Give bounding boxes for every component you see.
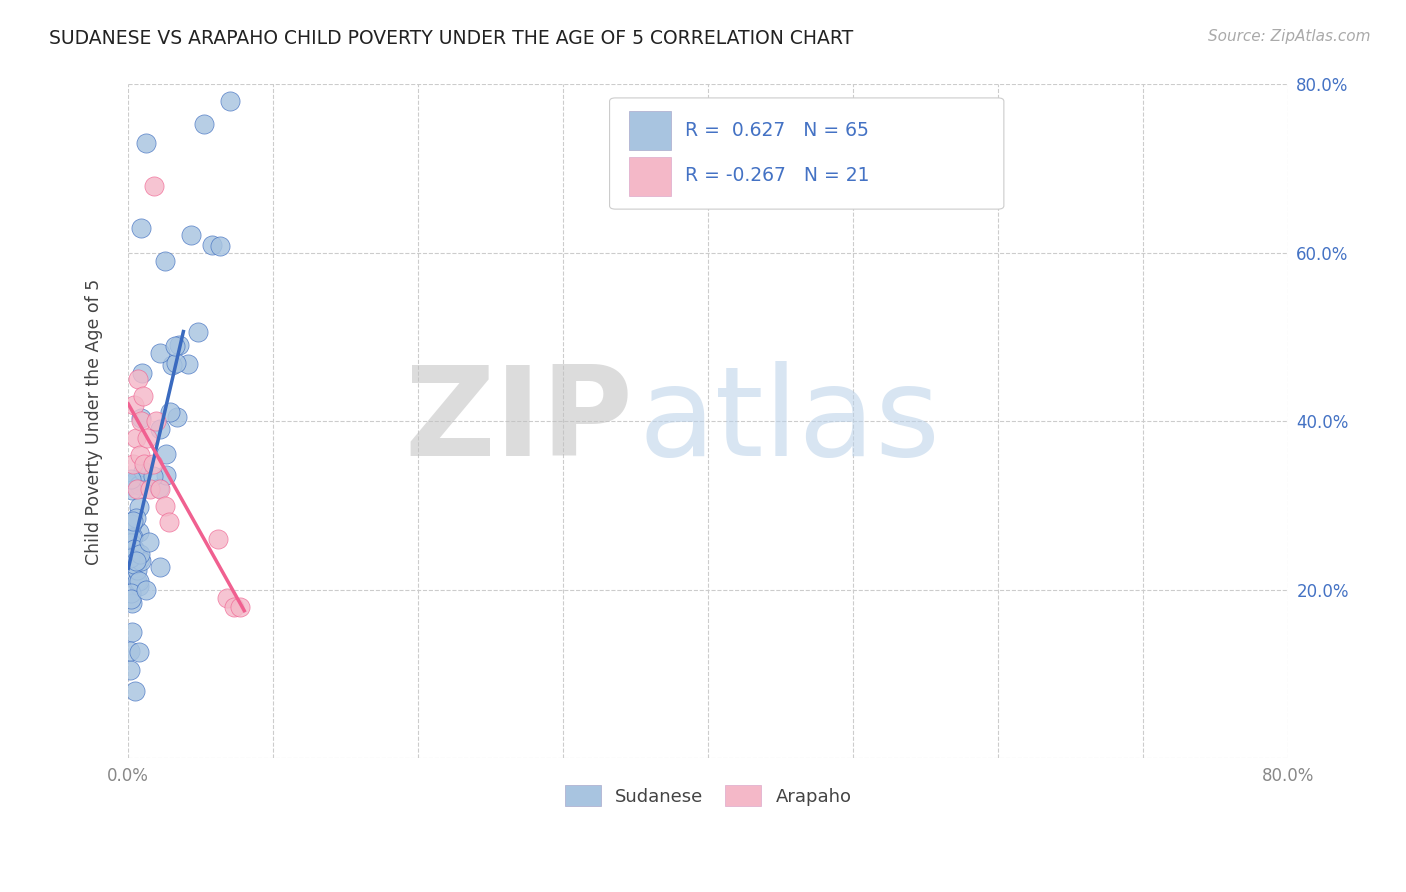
Point <box>142 469 165 483</box>
Point <box>122 557 145 571</box>
Point <box>162 358 184 372</box>
FancyBboxPatch shape <box>630 157 671 195</box>
Point <box>136 431 159 445</box>
Point <box>135 136 157 151</box>
Point <box>229 599 252 614</box>
Point <box>121 514 143 528</box>
Point <box>127 372 149 386</box>
Point <box>215 591 238 606</box>
Point <box>180 228 202 243</box>
Point <box>121 516 143 531</box>
Point <box>118 549 141 563</box>
Point <box>143 178 166 193</box>
Point <box>155 468 177 483</box>
Point <box>125 473 148 487</box>
Point <box>118 478 141 492</box>
FancyBboxPatch shape <box>630 111 671 150</box>
Point <box>122 542 145 557</box>
Point <box>131 414 153 428</box>
Point <box>129 548 152 562</box>
Point <box>127 563 149 577</box>
Text: atlas: atlas <box>638 361 941 482</box>
Point <box>124 684 146 698</box>
Legend: Sudanese, Arapaho: Sudanese, Arapaho <box>557 778 859 814</box>
Point <box>121 625 143 640</box>
Point <box>149 422 172 436</box>
Point <box>167 338 190 352</box>
Point <box>138 535 160 549</box>
Point <box>157 516 180 530</box>
Point <box>134 457 156 471</box>
Text: R =  0.627   N = 65: R = 0.627 N = 65 <box>685 120 869 140</box>
Point <box>121 567 143 582</box>
Point <box>120 472 142 486</box>
Point <box>187 326 209 340</box>
Point <box>224 599 246 614</box>
Point <box>121 596 143 610</box>
Point <box>153 254 176 268</box>
Point <box>208 239 231 253</box>
Point <box>122 530 145 544</box>
Point <box>125 510 148 524</box>
Point <box>129 554 152 568</box>
Point <box>128 524 150 539</box>
Point <box>131 220 153 235</box>
Point <box>127 474 149 488</box>
Point <box>128 579 150 593</box>
Point <box>120 536 142 550</box>
Point <box>124 431 146 445</box>
Point <box>165 339 187 353</box>
Point <box>131 366 153 380</box>
Point <box>120 591 142 606</box>
Point <box>128 478 150 492</box>
Point <box>128 448 150 462</box>
Point <box>118 551 141 566</box>
Point <box>128 500 150 515</box>
Point <box>149 560 172 574</box>
Point <box>145 414 167 428</box>
Point <box>218 95 240 109</box>
Point <box>124 542 146 557</box>
Point <box>132 389 155 403</box>
Point <box>121 538 143 552</box>
FancyBboxPatch shape <box>610 98 1004 209</box>
Point <box>193 117 215 131</box>
Point <box>148 481 170 495</box>
Point <box>128 574 150 589</box>
Point <box>155 446 177 460</box>
Point <box>159 404 181 418</box>
Point <box>132 464 155 478</box>
Point <box>122 398 145 412</box>
Text: R = -0.267   N = 21: R = -0.267 N = 21 <box>685 166 869 185</box>
Y-axis label: Child Poverty Under the Age of 5: Child Poverty Under the Age of 5 <box>86 278 103 565</box>
Text: ZIP: ZIP <box>404 361 633 482</box>
Point <box>128 552 150 566</box>
Point <box>142 457 165 471</box>
Point <box>149 346 172 360</box>
Point <box>121 586 143 600</box>
Point <box>118 663 141 677</box>
Point <box>118 644 141 658</box>
Point <box>129 411 152 425</box>
Point <box>177 358 200 372</box>
Point <box>124 554 146 568</box>
Point <box>125 574 148 588</box>
Point <box>153 499 176 513</box>
Point <box>207 533 229 547</box>
Point <box>121 531 143 545</box>
Point <box>128 645 150 659</box>
Point <box>121 457 143 471</box>
Point <box>201 238 224 252</box>
Point <box>121 483 143 497</box>
Point <box>166 409 188 424</box>
Text: SUDANESE VS ARAPAHO CHILD POVERTY UNDER THE AGE OF 5 CORRELATION CHART: SUDANESE VS ARAPAHO CHILD POVERTY UNDER … <box>49 29 853 48</box>
Point <box>139 482 162 496</box>
Point <box>125 482 148 496</box>
Point <box>165 356 187 370</box>
Point <box>135 582 157 597</box>
Text: Source: ZipAtlas.com: Source: ZipAtlas.com <box>1208 29 1371 45</box>
Point <box>149 482 172 496</box>
